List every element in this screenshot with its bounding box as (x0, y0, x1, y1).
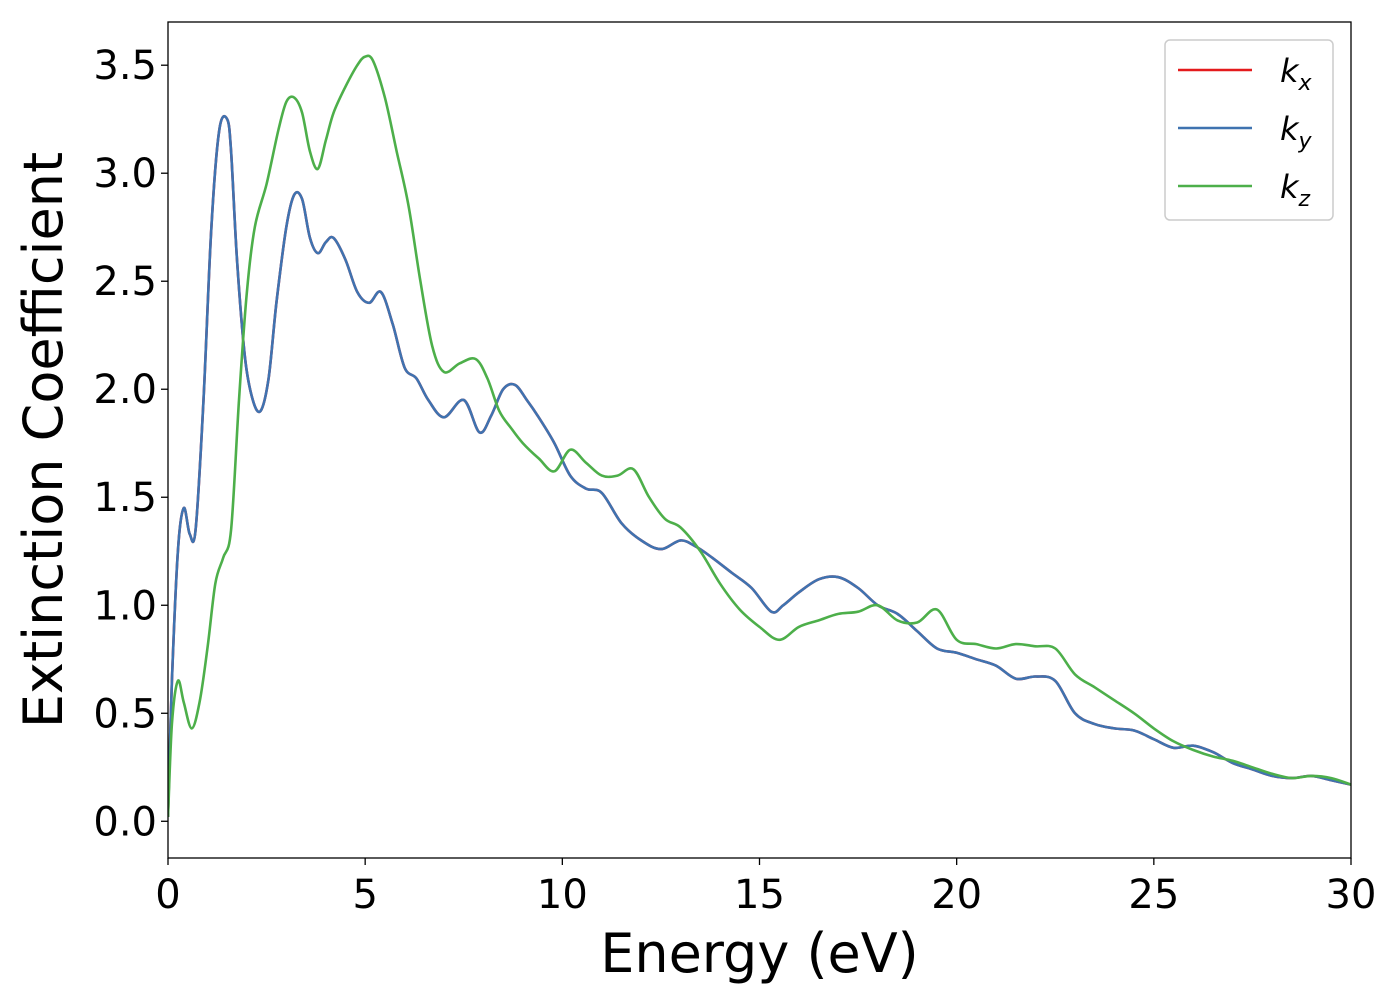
x-tick-label: 15 (734, 872, 785, 918)
y-tick-label: 2.5 (93, 259, 157, 305)
x-tick-label: 25 (1128, 872, 1179, 918)
legend-frame (1164, 39, 1334, 221)
series-line-ky (168, 114, 1351, 818)
legend-entries: kx ky kz (1178, 52, 1313, 212)
x-tick-label: 20 (931, 872, 982, 918)
series-line-kx (168, 114, 1351, 818)
legend-label-kx: kx (1280, 52, 1313, 96)
legend-label-kz: kz (1280, 168, 1311, 212)
legend: kx ky kz (1164, 39, 1334, 221)
y-tick-label: 1.5 (93, 475, 157, 521)
y-tick-label: 1.0 (93, 583, 157, 629)
series-line-kz (168, 54, 1351, 818)
x-axis-ticks: 0 5 10 15 20 25 30 (155, 858, 1376, 918)
y-tick-label: 2.0 (93, 367, 157, 413)
x-axis-label: Energy (eV) (600, 922, 919, 985)
x-tick-label: 30 (1326, 872, 1377, 918)
y-axis-ticks: 0.0 0.5 1.0 1.5 2.0 2.5 3.0 3.5 (93, 43, 168, 845)
x-tick-label: 10 (537, 872, 588, 918)
y-tick-label: 3.0 (93, 151, 157, 197)
series-layer (168, 54, 1351, 818)
y-axis-label: Extinction Coefficient (12, 152, 75, 728)
x-tick-label: 5 (352, 872, 377, 918)
y-tick-label: 0.0 (93, 799, 157, 845)
x-tick-label: 0 (155, 872, 180, 918)
y-tick-label: 3.5 (93, 43, 157, 89)
legend-label-ky: ky (1280, 110, 1313, 154)
y-tick-label: 0.5 (93, 691, 157, 737)
